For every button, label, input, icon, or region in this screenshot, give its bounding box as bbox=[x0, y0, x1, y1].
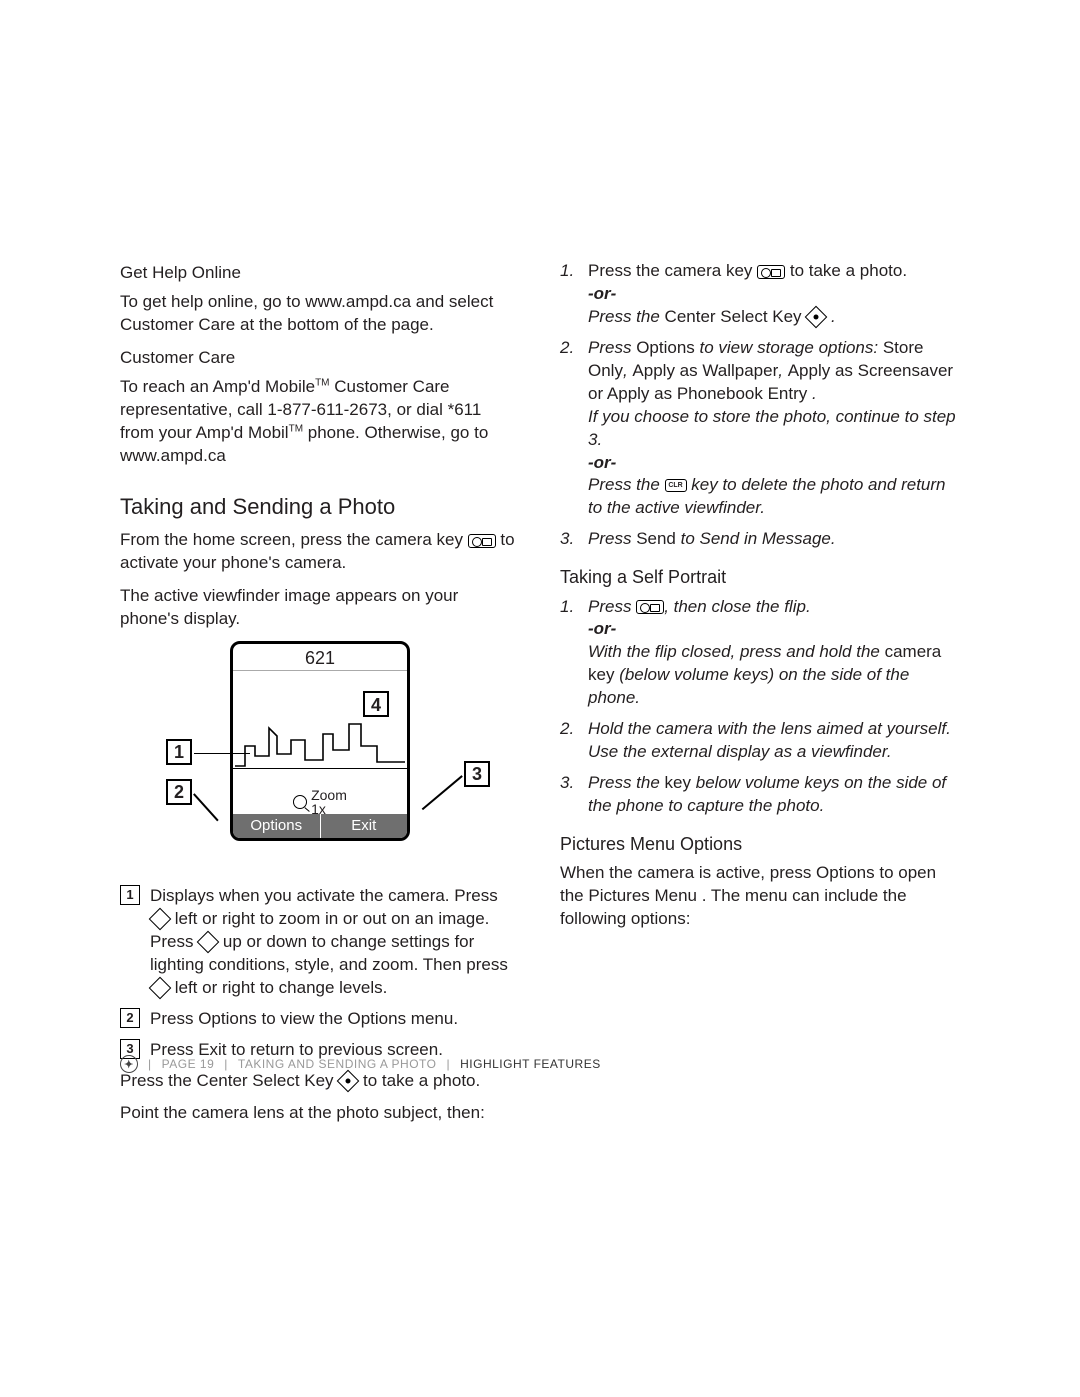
self-step-1: 1. Press , then close the flip. -or- Wit… bbox=[560, 596, 960, 711]
camera-icon bbox=[757, 265, 785, 279]
page-content: Get Help Online To get help online, go t… bbox=[120, 260, 960, 1135]
nav-key-icon bbox=[197, 931, 220, 954]
step-3: 3. Press Send to Send in Message. bbox=[560, 528, 960, 551]
callout-3: 3 bbox=[464, 761, 490, 787]
legend-item-1: 1 Displays when you activate the camera.… bbox=[120, 885, 520, 1000]
self-portrait-heading: Taking a Self Portrait bbox=[560, 565, 960, 589]
customer-care-body: To reach an Amp'd MobileTM Customer Care… bbox=[120, 376, 520, 468]
skyline-icon bbox=[233, 716, 407, 771]
get-help-heading: Get Help Online bbox=[120, 262, 520, 285]
center-select-icon bbox=[337, 1070, 360, 1093]
screen-counter: 621 bbox=[233, 644, 407, 671]
callout-1: 1 bbox=[166, 739, 192, 765]
footer-page: PAGE 19 bbox=[162, 1057, 215, 1071]
camera-icon bbox=[636, 600, 664, 614]
step-1: 1. Press the camera key to take a photo.… bbox=[560, 260, 960, 329]
phone-screen: 621 4 Zoom 1x bbox=[230, 641, 410, 841]
left-column: Get Help Online To get help online, go t… bbox=[120, 260, 520, 1135]
pictures-menu-body: When the camera is active, press Options… bbox=[560, 862, 960, 931]
softkey-options: Options bbox=[233, 814, 321, 838]
right-column: 1. Press the camera key to take a photo.… bbox=[560, 260, 960, 1135]
taking-photo-heading: Taking and Sending a Photo bbox=[120, 492, 520, 522]
step-2: 2. Press Options to view storage options… bbox=[560, 337, 960, 521]
nav-key-icon bbox=[149, 908, 172, 931]
taking-photo-p2: The active viewfinder image appears on y… bbox=[120, 585, 520, 631]
viewfinder-scene: 4 bbox=[233, 671, 407, 786]
diagram-sign-4: 4 bbox=[363, 691, 389, 717]
customer-care-heading: Customer Care bbox=[120, 347, 520, 370]
softkey-exit: Exit bbox=[321, 814, 408, 838]
get-help-body: To get help online, go to www.ampd.ca an… bbox=[120, 291, 520, 337]
pictures-menu-heading: Pictures Menu Options bbox=[560, 832, 960, 856]
clr-key-icon: CLR bbox=[665, 479, 687, 492]
nav-key-icon bbox=[149, 977, 172, 1000]
phone-diagram: 621 4 Zoom 1x bbox=[150, 641, 490, 871]
page-footer: ✦ | PAGE 19 | TAKING AND SENDING A PHOTO… bbox=[120, 1055, 601, 1073]
footer-logo-icon: ✦ bbox=[120, 1055, 138, 1073]
self-step-3: 3. Press the key below volume keys on th… bbox=[560, 772, 960, 818]
camera-icon bbox=[468, 534, 496, 548]
magnifier-icon bbox=[293, 795, 307, 809]
callout-2: 2 bbox=[166, 779, 192, 805]
legend-item-2: 2 Press Options to view the Options menu… bbox=[120, 1008, 520, 1031]
center-select-icon bbox=[805, 306, 828, 329]
footer-crumb-2: HIGHLIGHT FEATURES bbox=[460, 1057, 601, 1071]
self-step-2: 2. Hold the camera with the lens aimed a… bbox=[560, 718, 960, 764]
point-camera: Point the camera lens at the photo subje… bbox=[120, 1102, 520, 1125]
taking-photo-p1: From the home screen, press the camera k… bbox=[120, 529, 520, 575]
footer-crumb-1: TAKING AND SENDING A PHOTO bbox=[238, 1057, 437, 1071]
